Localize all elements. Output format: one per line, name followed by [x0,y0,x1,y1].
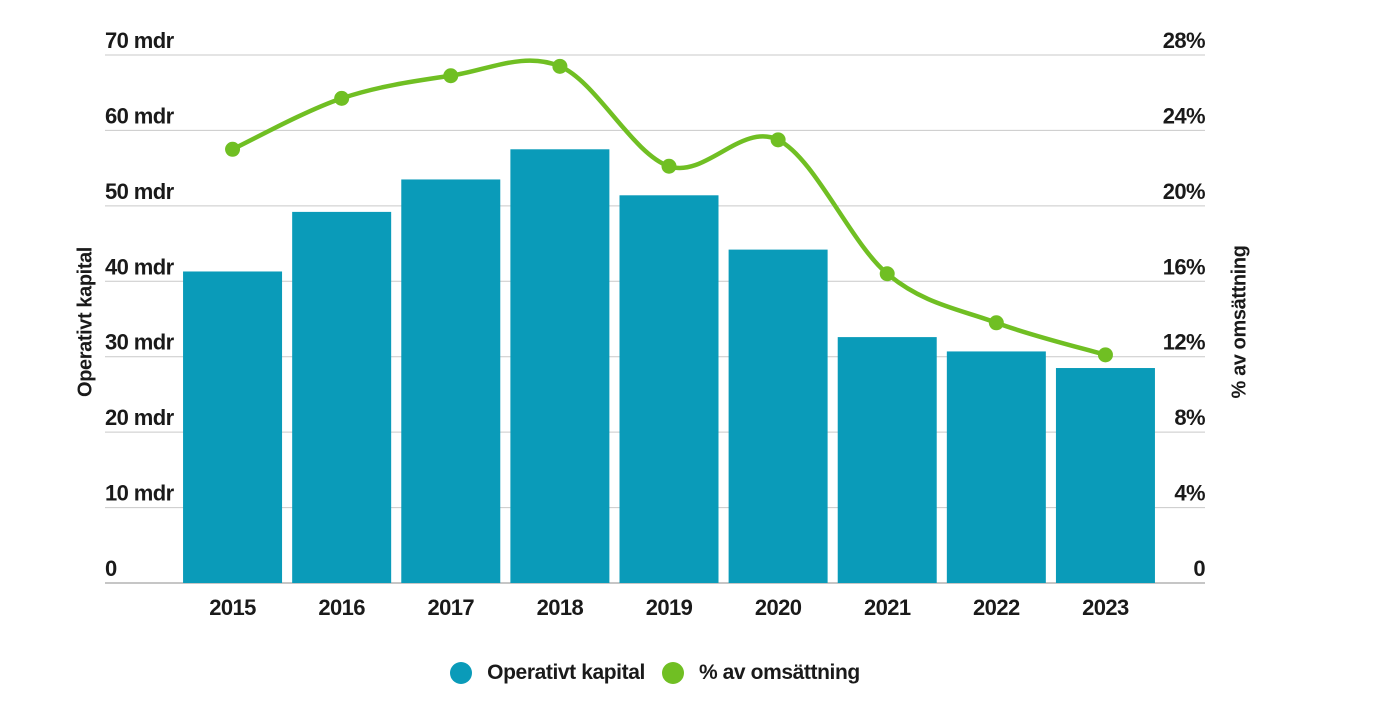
legend-item-procent-av-omsattning: % av omsättning [661,661,860,685]
x-axis-label-2021: 2021 [864,595,911,620]
bar-2020 [728,249,828,583]
right-axis-tick-label: 4% [1174,481,1205,506]
right-axis-tick-label: 0 [1193,556,1205,581]
bar-2015 [183,271,283,583]
line-series-path [230,58,1108,358]
line-point-2017 [443,68,459,84]
left-axis-tick-label: 40 mdr [105,254,175,279]
right-axis-tick-label: 12% [1163,330,1205,355]
right-axis-tick-label: 8% [1174,405,1205,430]
x-axis-label-2018: 2018 [537,595,584,620]
left-axis-tick-label: 60 mdr [105,103,175,128]
bar-2018 [510,149,610,584]
bar-2016 [292,211,392,584]
right-axis-tick-label: 20% [1163,179,1205,204]
line-point-2023 [1097,347,1113,363]
x-axis-label-2015: 2015 [209,595,256,620]
x-axis-label-2020: 2020 [755,595,802,620]
bar-2021 [837,337,937,583]
line-point-2021 [879,266,895,282]
line-point-2019 [661,158,677,174]
x-axis-label-2023: 2023 [1082,595,1129,620]
bar-2022 [946,351,1046,583]
line-point-2016 [334,90,350,106]
left-axis-tick-label: 70 mdr [105,28,175,53]
left-axis-tick-label: 20 mdr [105,405,175,430]
x-axis-label-2022: 2022 [973,595,1020,620]
line-series-swatch-icon [661,662,684,684]
line-point-2018 [552,58,568,74]
legend-label-procent-av-omsattning: % av omsättning [698,661,860,684]
line-point-2022 [988,315,1004,331]
right-axis-tick-label: 16% [1163,254,1205,279]
legend: Operativt kapital % av omsättning [105,656,1205,690]
bar-2019 [619,195,719,583]
legend-item-operativt-kapital: Operativt kapital [450,661,645,685]
line-point-2015 [225,141,241,157]
left-axis-tick-label: 50 mdr [105,179,175,204]
bar-series-swatch-icon [450,662,473,684]
right-axis-tick-label: 24% [1163,103,1205,128]
bar-2023 [1055,368,1155,583]
left-axis-tick-label: 10 mdr [105,481,175,506]
x-axis-label-2017: 2017 [428,595,475,620]
left-axis-tick-label: 30 mdr [105,330,175,355]
line-point-2020 [770,132,786,148]
legend-label-operativt-kapital: Operativt kapital [487,661,645,684]
x-axis-label-2016: 2016 [318,595,365,620]
right-axis-tick-label: 28% [1163,28,1205,53]
left-axis-tick-label: 0 [105,556,117,581]
bar-2017 [401,179,501,583]
x-axis-label-2019: 2019 [646,595,693,620]
